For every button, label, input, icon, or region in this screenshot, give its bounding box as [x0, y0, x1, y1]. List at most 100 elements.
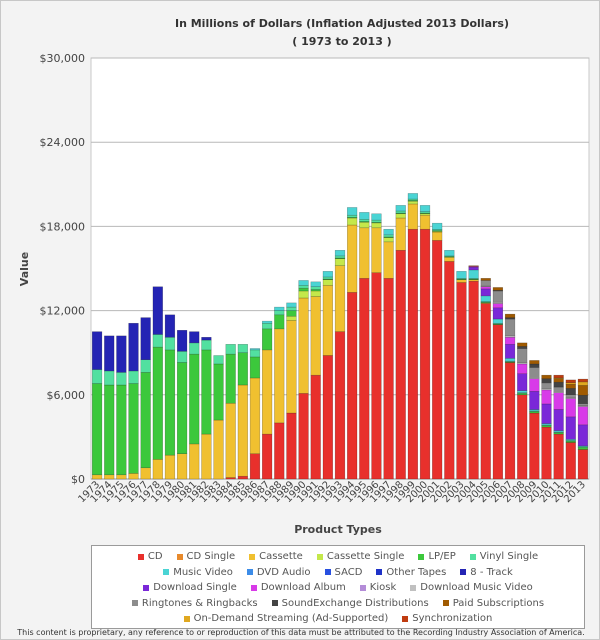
bar-segment — [164, 454, 176, 480]
bar-segment — [201, 337, 212, 341]
bar-segment — [553, 378, 564, 383]
legend-item[interactable]: On-Demand Streaming (Ad-Supported) — [183, 613, 389, 624]
bar-segment — [213, 355, 224, 365]
legend-label: Music Video — [173, 566, 233, 578]
bar-segment — [468, 279, 479, 282]
legend-swatch — [249, 553, 256, 560]
bar-segment — [383, 234, 394, 238]
legend-item[interactable]: Cassette — [249, 551, 303, 562]
legend-item[interactable]: 8 - Track — [460, 567, 513, 578]
bar-segment — [371, 227, 382, 273]
legend-label: Kiosk — [369, 582, 397, 593]
bar-segment — [553, 433, 564, 480]
bar-segment — [286, 310, 297, 317]
legend-item[interactable]: Download Album — [250, 582, 346, 593]
legend-item[interactable]: Kiosk — [359, 582, 397, 593]
bar-segment — [262, 349, 273, 435]
bar-segment — [480, 285, 491, 287]
bar-segment — [128, 322, 139, 372]
bar-segment — [492, 287, 504, 291]
bar-segment — [517, 373, 528, 391]
legend-swatch — [143, 584, 150, 591]
legend-item[interactable]: Download Music Video — [410, 582, 533, 593]
legend-swatch — [359, 584, 366, 591]
bar-segment — [383, 237, 394, 243]
legend-item[interactable]: Vinyl Single — [469, 551, 538, 562]
legend-row: On-Demand Streaming (Ad-Supported) Synchr… — [92, 613, 584, 624]
legend-item[interactable]: DVD Audio — [246, 567, 311, 578]
legend-item[interactable]: SACD — [324, 567, 362, 578]
legend-item[interactable]: SoundExchange Distributions — [271, 597, 429, 609]
bar-segment — [577, 394, 589, 404]
bar-segment — [468, 269, 479, 279]
bar-segment — [553, 392, 564, 410]
legend-item[interactable]: Music Video — [163, 567, 233, 578]
x-axis-ticks: 1973197419751976197719781979198019811982… — [76, 479, 588, 505]
legend-label: On-Demand Streaming (Ad-Supported) — [193, 613, 389, 624]
legend-label: Cassette Single — [326, 551, 405, 562]
legend-swatch — [469, 553, 476, 560]
bar-segment — [577, 385, 589, 396]
bar-segment — [480, 280, 491, 287]
legend-item[interactable]: Paid Subscriptions — [442, 597, 545, 609]
bar-segment — [480, 295, 491, 302]
bar-segment — [444, 256, 455, 258]
bar-segment — [225, 344, 236, 355]
bar-segment — [492, 307, 504, 320]
legend-item[interactable]: Synchronization — [402, 613, 492, 624]
bar-segment — [189, 353, 200, 445]
legend-item[interactable]: Other Tapes — [376, 567, 446, 578]
bar-segment — [492, 290, 504, 303]
bar-segment — [359, 212, 370, 220]
bar-segment — [529, 412, 540, 480]
bar-segment — [553, 431, 564, 433]
bar-segment — [492, 324, 504, 480]
bar-segment — [371, 272, 382, 480]
y-tick-label: $12,000 — [40, 305, 86, 318]
legend-item[interactable]: Ringtones & Ringbacks — [131, 598, 258, 609]
legend-label: LP/EP — [428, 551, 456, 562]
bar-segment — [553, 409, 564, 431]
legend-label: Paid Subscriptions — [452, 597, 545, 609]
bar-segment — [577, 381, 589, 386]
bar-segment — [577, 424, 589, 447]
legend-item[interactable]: LP/EP — [418, 551, 456, 562]
bar-segment — [128, 473, 139, 480]
bar-segment — [541, 374, 552, 379]
bar-segment — [359, 278, 370, 480]
bar-segment — [517, 348, 528, 363]
bar-segment — [383, 278, 394, 480]
legend-item[interactable]: Cassette Single — [316, 551, 405, 562]
legend-label: 8 - Track — [470, 566, 513, 578]
legend-label: SoundExchange Distributions — [281, 597, 429, 609]
bar-segment — [91, 369, 103, 384]
bar-segment — [517, 394, 528, 480]
legend-swatch — [376, 569, 383, 575]
legend-swatch — [410, 584, 417, 591]
bar-segment — [334, 250, 346, 257]
bar-segment — [565, 416, 576, 440]
bar-segment — [91, 383, 103, 476]
bar-segment — [152, 334, 163, 348]
bar-segment — [116, 372, 127, 386]
bar-segment — [249, 348, 261, 351]
bar-segment — [201, 339, 212, 351]
bar-segment — [334, 265, 346, 332]
chart-subtitle: ( 1973 to 2013 ) — [292, 35, 391, 48]
bar-segment — [201, 433, 212, 480]
legend-row: CD CD Single Cassette Cassette Single LP/EP V… — [92, 551, 584, 562]
bar-segment — [517, 346, 528, 349]
legend-item[interactable]: CD — [137, 551, 163, 562]
legend-item[interactable]: CD Single — [176, 551, 235, 562]
bar-segment — [541, 382, 552, 389]
legend-swatch — [402, 615, 409, 622]
legend-swatch — [418, 553, 425, 560]
bar-segment — [541, 389, 552, 405]
bar-segment — [152, 459, 163, 480]
bar-segment — [529, 360, 540, 365]
bar-segment — [541, 388, 552, 391]
bar-segment — [407, 228, 418, 480]
legend-item[interactable]: Download Single — [143, 582, 237, 593]
bar-segment — [359, 219, 370, 222]
